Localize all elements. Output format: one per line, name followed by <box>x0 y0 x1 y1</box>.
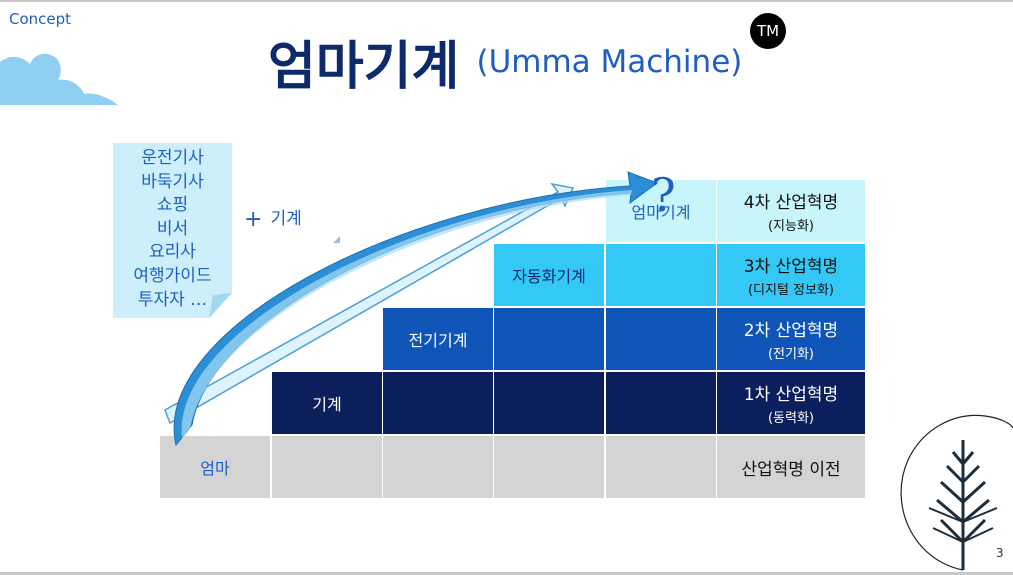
section-label: Concept <box>9 10 72 28</box>
note-line: 비서 <box>156 218 189 239</box>
revolution-text: 산업혁명 이전 <box>741 455 840 480</box>
step-cell <box>494 436 604 498</box>
revolution-subtitle: (전기화) <box>767 347 814 362</box>
note-line: 여행가이드 <box>133 265 212 286</box>
revolution-text: 4차 산업혁명 (지능화) <box>744 188 838 234</box>
note-line: 투자자 … <box>137 289 208 310</box>
revolution-title: 4차 산업혁명 <box>743 193 839 213</box>
revolution-subtitle: (지능화) <box>767 219 814 234</box>
step-cell <box>383 372 493 434</box>
title: 엄마기계 (Umma Machine) <box>268 24 742 99</box>
cloud-icon <box>0 53 118 105</box>
fold-mark <box>333 236 340 243</box>
bottom-border <box>0 572 1013 575</box>
revolution-cell: 3차 산업혁명 (디지털 정보화) <box>717 244 865 306</box>
step-label: 엄마 <box>200 459 230 478</box>
top-border <box>0 0 1013 2</box>
step-label-cell: 기계 <box>272 372 382 434</box>
revolution-cell: 산업혁명 이전 <box>717 436 865 498</box>
title-english: (Umma Machine) <box>476 43 743 80</box>
step-cell <box>606 372 716 434</box>
note-line: 운전기사 <box>141 148 204 168</box>
step-label: 자동화기계 <box>512 267 586 286</box>
revolution-title: 3차 산업혁명 <box>743 257 839 277</box>
revolution-cell: 2차 산업혁명 (전기화) <box>717 308 865 370</box>
step-label-cell: 자동화기계 <box>494 244 604 306</box>
note-line: 요리사 <box>149 242 196 263</box>
note-line: 바둑기사 <box>141 171 204 192</box>
plus-icon: + <box>244 207 263 232</box>
note-line: 쇼핑 <box>156 195 189 216</box>
plus-machine-label: + 기계 <box>244 204 302 232</box>
question-mark: ? <box>651 168 676 222</box>
revolution-cell: 4차 산업혁명 (지능화) <box>717 180 865 242</box>
step-cell <box>272 436 382 498</box>
revolution-title: 1차 산업혁명 <box>743 385 839 405</box>
revolution-subtitle: (디지털 정보화) <box>747 283 835 298</box>
page-number: 3 <box>996 546 1004 560</box>
step-cell <box>383 436 493 498</box>
step-cell <box>606 308 716 370</box>
step-cell <box>494 308 604 370</box>
revolution-text: 1차 산업혁명 (동력화) <box>744 380 838 426</box>
revolution-text: 2차 산업혁명 (전기화) <box>744 316 838 362</box>
revolution-title: 2차 산업혁명 <box>743 321 839 341</box>
revolution-subtitle: (동력화) <box>767 411 814 426</box>
step-label-cell: 엄마 <box>160 436 270 498</box>
revolution-title: 산업혁명 이전 <box>741 459 841 480</box>
step-cell <box>606 244 716 306</box>
step-cell <box>606 436 716 498</box>
title-korean: 엄마기계 <box>268 37 460 97</box>
tm-badge: TM <box>750 13 786 49</box>
step-label: 기계 <box>312 395 342 414</box>
revolution-text: 3차 산업혁명 (디지털 정보화) <box>744 252 838 298</box>
step-cell <box>494 372 604 434</box>
step-label: 전기기계 <box>408 331 468 350</box>
revolution-cell: 1차 산업혁명 (동력화) <box>717 372 865 434</box>
plus-label-text: 기계 <box>270 209 302 229</box>
tree-icon <box>900 414 1013 571</box>
step-label-cell: 전기기계 <box>383 308 493 370</box>
